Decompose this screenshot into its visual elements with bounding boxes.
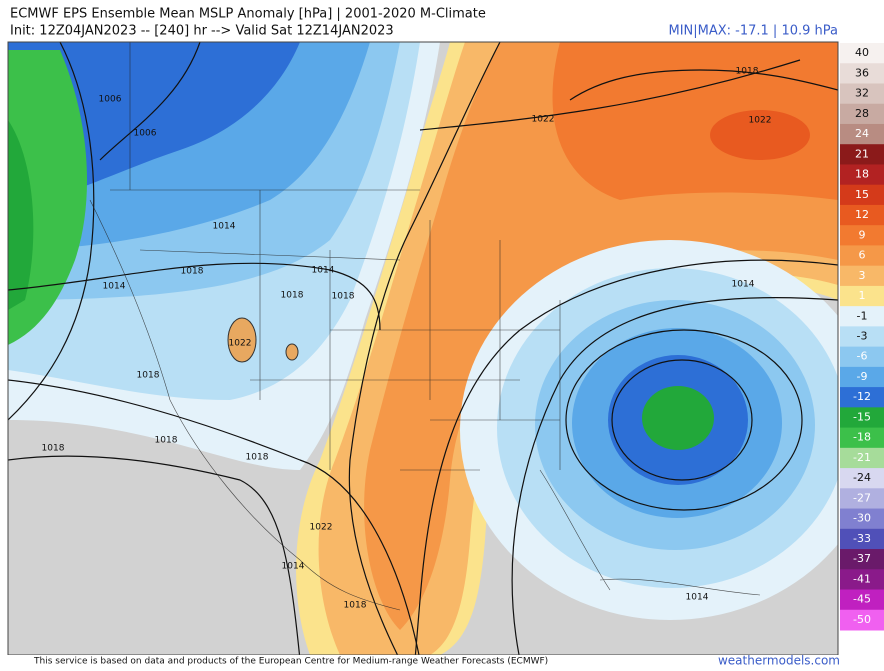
colorbar-swatch <box>840 306 884 327</box>
colorbar-label: -24 <box>853 471 871 484</box>
colorbar-label: -27 <box>853 491 871 504</box>
colorbar-swatch <box>840 326 884 348</box>
colorbar-label: 28 <box>855 107 869 120</box>
colorbar-swatch <box>840 43 884 64</box>
colorbar-label: -9 <box>857 370 868 383</box>
colorbar-swatch <box>840 63 884 84</box>
colorbar-swatch <box>840 447 884 469</box>
colorbar-label: -41 <box>853 572 871 585</box>
colorbar-swatch <box>840 508 884 530</box>
isobar-labels: 1006 1006 1014 1018 1014 1014 1018 1018 … <box>42 67 772 611</box>
init-line: Init: 12Z04JAN2023 -- [240] hr --> Valid… <box>10 24 394 39</box>
colorbar-swatch <box>840 103 884 125</box>
isobar-label: 1022 <box>749 116 772 126</box>
footer-credit: weathermodels.com <box>718 654 840 668</box>
colorbar-swatch <box>840 387 884 408</box>
colorbar-swatch <box>840 528 884 550</box>
colorbar-swatch <box>840 144 884 165</box>
isobar-label: 1018 <box>332 292 355 302</box>
colorbar-label: -45 <box>853 593 871 606</box>
title: ECMWF EPS Ensemble Mean MSLP Anomaly [hP… <box>10 7 486 22</box>
colorbar-label: -6 <box>857 350 868 363</box>
isobar-label: 1018 <box>344 601 367 611</box>
colorbar-label: -37 <box>853 552 871 565</box>
colorbar-label: -50 <box>853 613 871 626</box>
isobar-label: 1018 <box>281 291 304 301</box>
isobar-label: 1022 <box>532 115 555 125</box>
colorbar-swatch <box>840 245 884 267</box>
colorbar-swatch <box>840 123 884 145</box>
colorbar-swatch <box>840 346 884 368</box>
colorbar-swatch <box>840 366 884 388</box>
colorbar-swatch <box>840 285 884 307</box>
colorbar-label: 6 <box>859 249 866 262</box>
isobar-label: 1018 <box>42 444 65 454</box>
isobar-label: 1018 <box>137 371 160 381</box>
colorbar-label: 15 <box>855 188 869 201</box>
colorbar-swatch <box>840 589 884 611</box>
colorbar-swatch <box>840 164 884 186</box>
isobar-label: 1018 <box>736 67 759 77</box>
colorbar-label: -30 <box>853 512 871 525</box>
map <box>8 42 838 655</box>
footer-notice: This service is based on data and produc… <box>33 657 548 667</box>
colorbar-label: -12 <box>853 390 871 403</box>
colorbar-swatch <box>840 184 884 206</box>
colorbar-swatch <box>840 609 884 631</box>
isobar-label: 1018 <box>246 453 269 463</box>
colorbar-label: -15 <box>853 410 871 423</box>
colorbar-label: -18 <box>853 431 871 444</box>
isobar-label: 1014 <box>213 222 236 232</box>
isobar-label: 1018 <box>155 436 178 446</box>
isobar-label: 1006 <box>99 95 122 105</box>
colorbar-swatch <box>840 549 884 570</box>
colorbar-label: 24 <box>855 127 869 140</box>
footer-bar <box>0 655 884 667</box>
colorbar-label: -1 <box>857 309 868 322</box>
colorbar-swatch <box>840 83 884 105</box>
isobar-label: 1022 <box>310 523 333 533</box>
isobar-label: 1018 <box>181 267 204 277</box>
colorbar-label: -21 <box>853 451 871 464</box>
colorbar-label: 1 <box>859 289 866 302</box>
colorbar-swatch <box>840 468 884 489</box>
colorbar-label: 12 <box>855 208 869 221</box>
colorbar-label: 36 <box>855 66 869 79</box>
colorbar-swatch <box>840 488 884 510</box>
isobar-label: 1022 <box>229 339 252 349</box>
colorbar-swatch <box>840 225 884 246</box>
colorbar-label: 18 <box>855 168 869 181</box>
min-max: MIN|MAX: -17.1 | 10.9 hPa <box>668 24 838 39</box>
colorbar: 40 36 32 28 24 21 18 15 12 9 6 3 1 -1 -3 -6 -9 -12 -15 -18 -… <box>840 43 884 631</box>
colorbar-label: 9 <box>859 228 866 241</box>
colorbar-swatch <box>840 407 884 429</box>
colorbar-label: 32 <box>855 87 869 100</box>
colorbar-swatch <box>840 265 884 287</box>
colorbar-swatch <box>840 569 884 591</box>
isobar-label: 1006 <box>134 129 157 139</box>
isobar-label: 1014 <box>103 282 126 292</box>
colorbar-swatch <box>840 427 884 449</box>
colorbar-swatch <box>840 204 884 226</box>
isobar-label: 1014 <box>732 280 755 290</box>
colorbar-label: -33 <box>853 532 871 545</box>
isobar-label: 1014 <box>282 562 305 572</box>
colorbar-label: 40 <box>855 46 869 59</box>
colorbar-label: 21 <box>855 147 869 160</box>
colorbar-label: 3 <box>859 269 866 282</box>
isobar-label: 1014 <box>686 593 709 603</box>
colorbar-label: -3 <box>857 330 868 343</box>
isobar-label: 1014 <box>312 266 335 276</box>
